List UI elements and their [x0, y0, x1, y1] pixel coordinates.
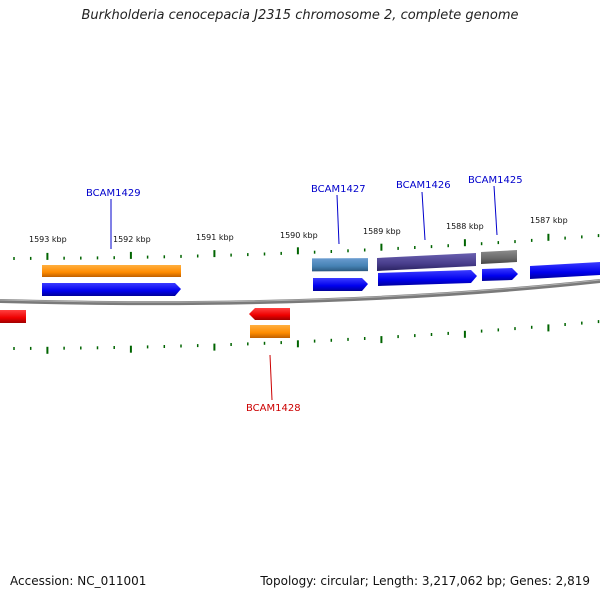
kbp-label: 1592 kbp — [113, 235, 151, 244]
feature-gray[interactable] — [481, 250, 517, 264]
ticks-forward-track — [13, 233, 600, 260]
chromosome-backbone — [0, 279, 600, 306]
cds-arrow-forward[interactable] — [482, 268, 518, 281]
cds-arrow-reverse[interactable] — [249, 308, 290, 320]
cds-arrow-forward[interactable] — [313, 278, 368, 291]
gene-label[interactable]: BCAM1428 — [246, 403, 301, 414]
cds-arrow-forward[interactable] — [530, 262, 600, 279]
accession-label: Accession: NC_011001 — [10, 574, 147, 588]
cds-arrow-reverse[interactable] — [0, 310, 26, 323]
map-title: Burkholderia cenocepacia J2315 chromosom… — [81, 8, 519, 23]
feature-purple[interactable] — [377, 253, 476, 271]
gene-label-leader — [269, 354, 273, 401]
feature-orange[interactable] — [42, 265, 181, 277]
ticks-reverse-track — [13, 320, 600, 354]
kbp-label: 1590 kbp — [280, 231, 318, 240]
feature-orange[interactable] — [250, 325, 290, 338]
feature-steelblue[interactable] — [312, 258, 368, 272]
kbp-label: 1588 kbp — [446, 222, 484, 231]
gene-label[interactable]: BCAM1425 — [468, 175, 523, 186]
kbp-label: 1593 kbp — [29, 235, 67, 244]
gene-label-leader — [336, 194, 340, 245]
cds-arrow-forward[interactable] — [42, 283, 181, 296]
kbp-label: 1591 kbp — [196, 233, 234, 242]
cds-arrow-forward[interactable] — [378, 270, 477, 286]
gene-label-leader — [421, 191, 426, 241]
gene-label[interactable]: BCAM1429 — [86, 188, 141, 199]
kbp-label: 1587 kbp — [530, 216, 568, 225]
kbp-label: 1589 kbp — [363, 227, 401, 236]
gene-label[interactable]: BCAM1426 — [396, 180, 451, 191]
gene-label[interactable]: BCAM1427 — [311, 184, 366, 195]
gene-label-leader — [493, 185, 498, 236]
topology-label: Topology: circular; Length: 3,217,062 bp… — [260, 574, 590, 588]
